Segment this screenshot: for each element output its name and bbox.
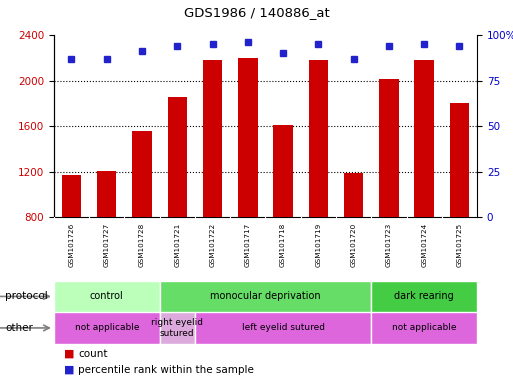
Bar [195, 312, 371, 344]
Text: GDS1986 / 140886_at: GDS1986 / 140886_at [184, 6, 329, 19]
Text: GSM101728: GSM101728 [139, 222, 145, 266]
Text: GSM101720: GSM101720 [351, 222, 357, 266]
Bar [168, 96, 187, 217]
Bar [273, 125, 293, 217]
Text: GSM101725: GSM101725 [457, 222, 462, 266]
Bar [415, 60, 434, 217]
Text: GSM101724: GSM101724 [421, 222, 427, 266]
Bar [344, 174, 363, 217]
Text: other: other [5, 323, 33, 333]
Text: ■: ■ [64, 349, 74, 359]
Text: GSM101727: GSM101727 [104, 222, 110, 266]
Text: GSM101721: GSM101721 [174, 222, 180, 266]
Text: dark rearing: dark rearing [394, 291, 454, 301]
Bar [132, 131, 152, 217]
Text: GSM101726: GSM101726 [69, 222, 74, 266]
Text: count: count [78, 349, 108, 359]
Bar [160, 312, 195, 344]
Text: GSM101722: GSM101722 [210, 222, 215, 266]
Bar [450, 103, 469, 217]
Text: control: control [90, 291, 124, 301]
Bar [54, 312, 160, 344]
Text: left eyelid sutured: left eyelid sutured [242, 323, 325, 333]
Text: percentile rank within the sample: percentile rank within the sample [78, 365, 254, 375]
Text: GSM101718: GSM101718 [280, 222, 286, 266]
Text: protocol: protocol [5, 291, 48, 301]
Bar [379, 79, 399, 217]
Bar [238, 58, 258, 217]
Bar [371, 312, 477, 344]
Text: not applicable: not applicable [74, 323, 139, 333]
Bar [97, 170, 116, 217]
Text: monocular deprivation: monocular deprivation [210, 291, 321, 301]
Text: not applicable: not applicable [392, 323, 457, 333]
Text: GSM101723: GSM101723 [386, 222, 392, 266]
Text: GSM101719: GSM101719 [315, 222, 321, 266]
Bar [309, 60, 328, 217]
Text: right eyelid
sutured: right eyelid sutured [151, 318, 203, 338]
Bar [203, 60, 222, 217]
Bar [62, 175, 81, 217]
Bar [54, 281, 160, 312]
Text: ■: ■ [64, 365, 74, 375]
Bar [160, 281, 371, 312]
Text: GSM101717: GSM101717 [245, 222, 251, 266]
Bar [371, 281, 477, 312]
